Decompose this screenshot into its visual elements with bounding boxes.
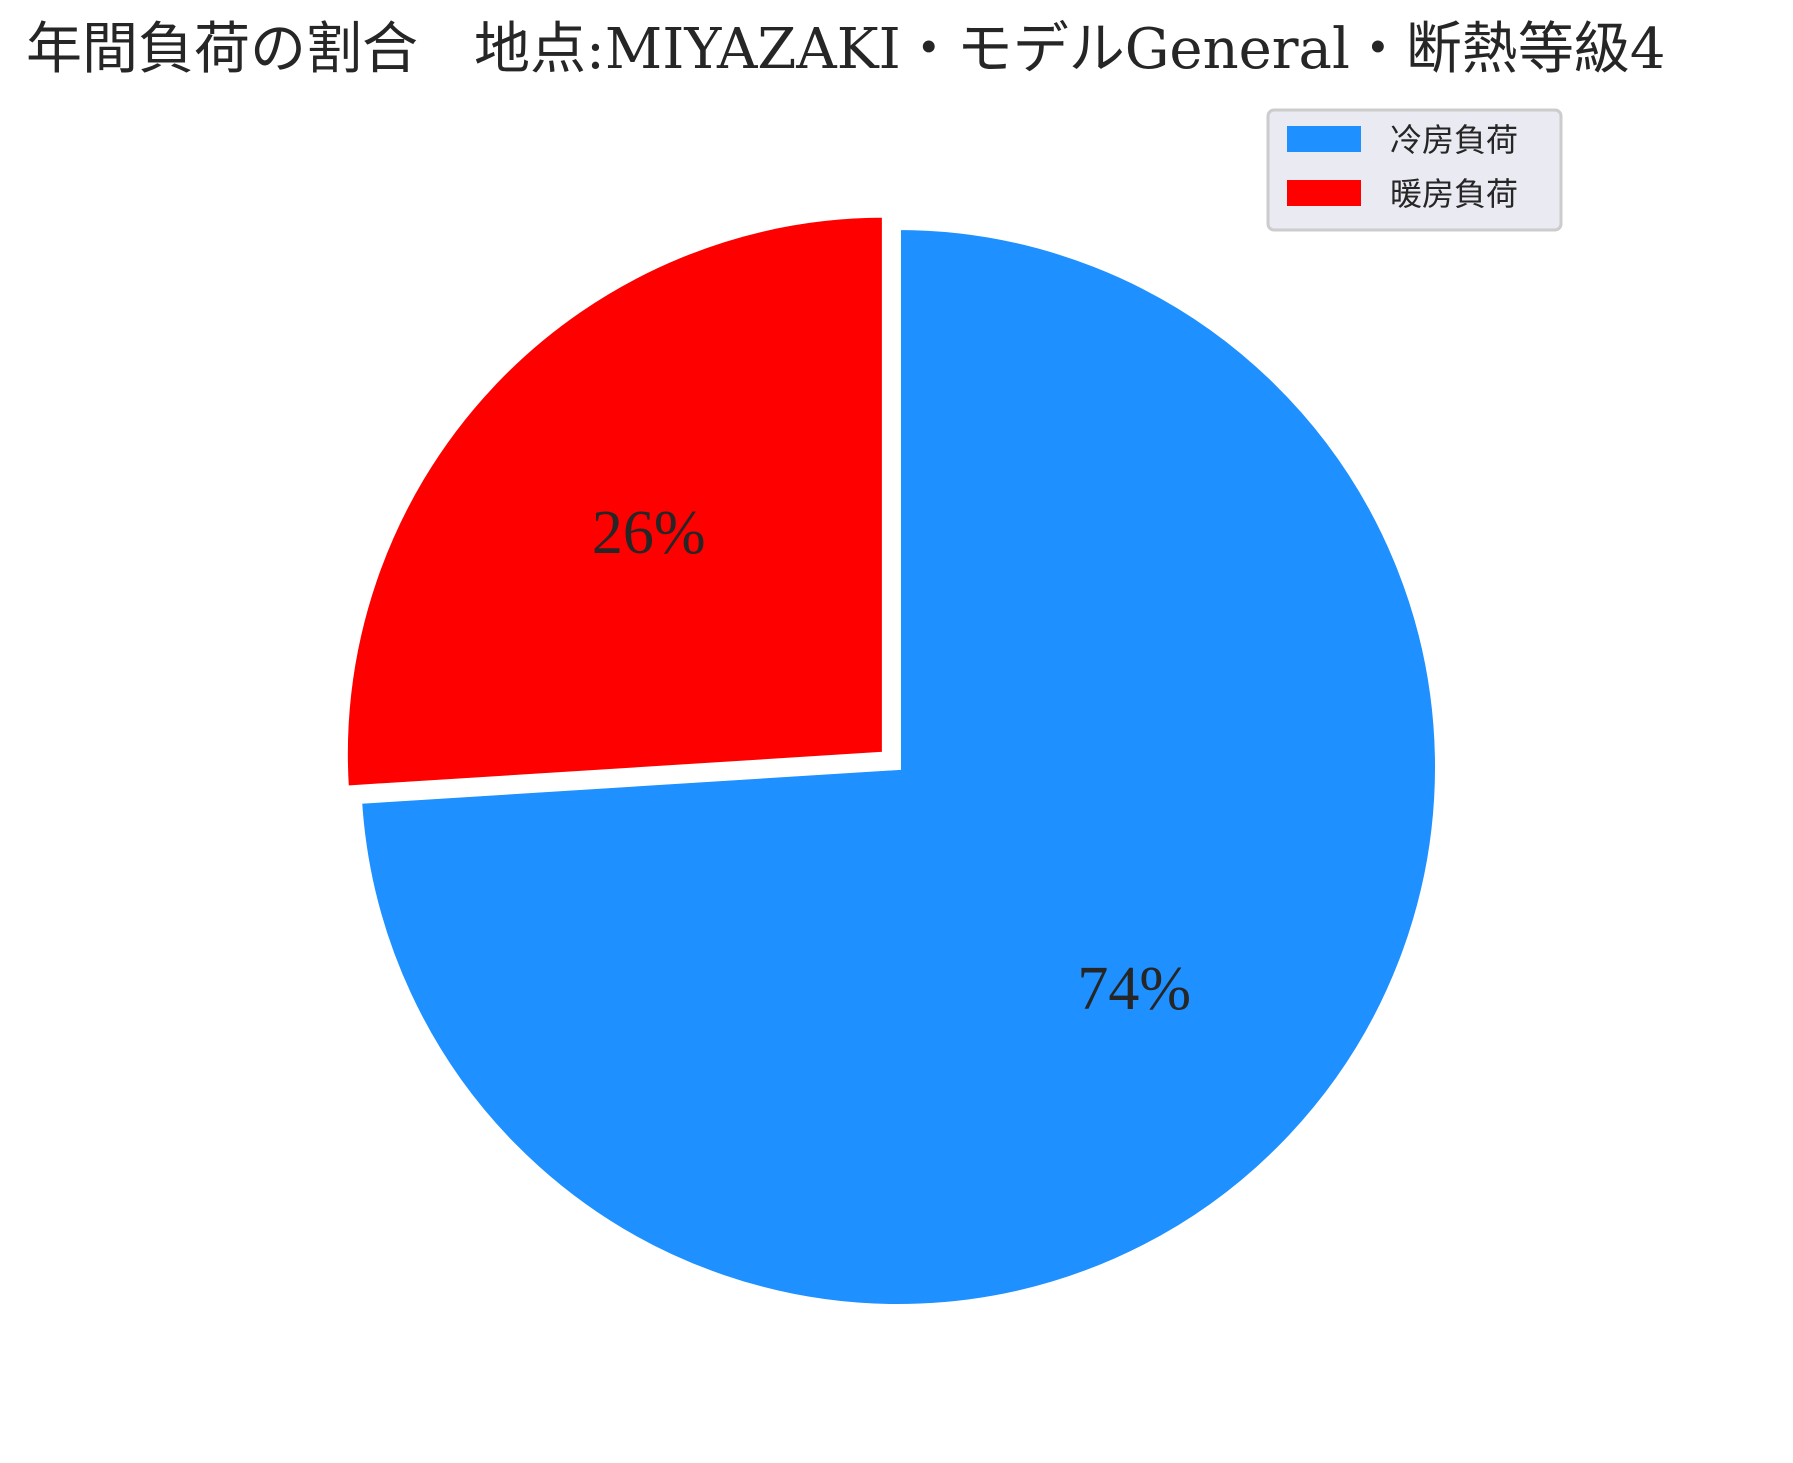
legend-label-cooling: 冷房負荷 bbox=[1390, 121, 1518, 159]
legend-swatch-cooling bbox=[1287, 126, 1361, 152]
chart-title: 年間負荷の割合 地点:MIYAZAKI・モデルGeneral・断熱等級4 bbox=[26, 17, 1665, 82]
pie-slice-label-0: 74% bbox=[1077, 955, 1191, 1023]
pie-slices bbox=[341, 211, 1441, 1310]
pie-slice-1 bbox=[341, 211, 888, 792]
legend-swatch-heating bbox=[1287, 180, 1361, 206]
pie-slice-0 bbox=[355, 223, 1441, 1310]
pie-slice-label-1: 26% bbox=[592, 499, 706, 567]
pie-slice-labels: 74% 26% bbox=[592, 499, 1191, 1023]
legend: 冷房負荷 暖房負荷 bbox=[1266, 108, 1563, 232]
legend-label-heating: 暖房負荷 bbox=[1390, 175, 1518, 213]
